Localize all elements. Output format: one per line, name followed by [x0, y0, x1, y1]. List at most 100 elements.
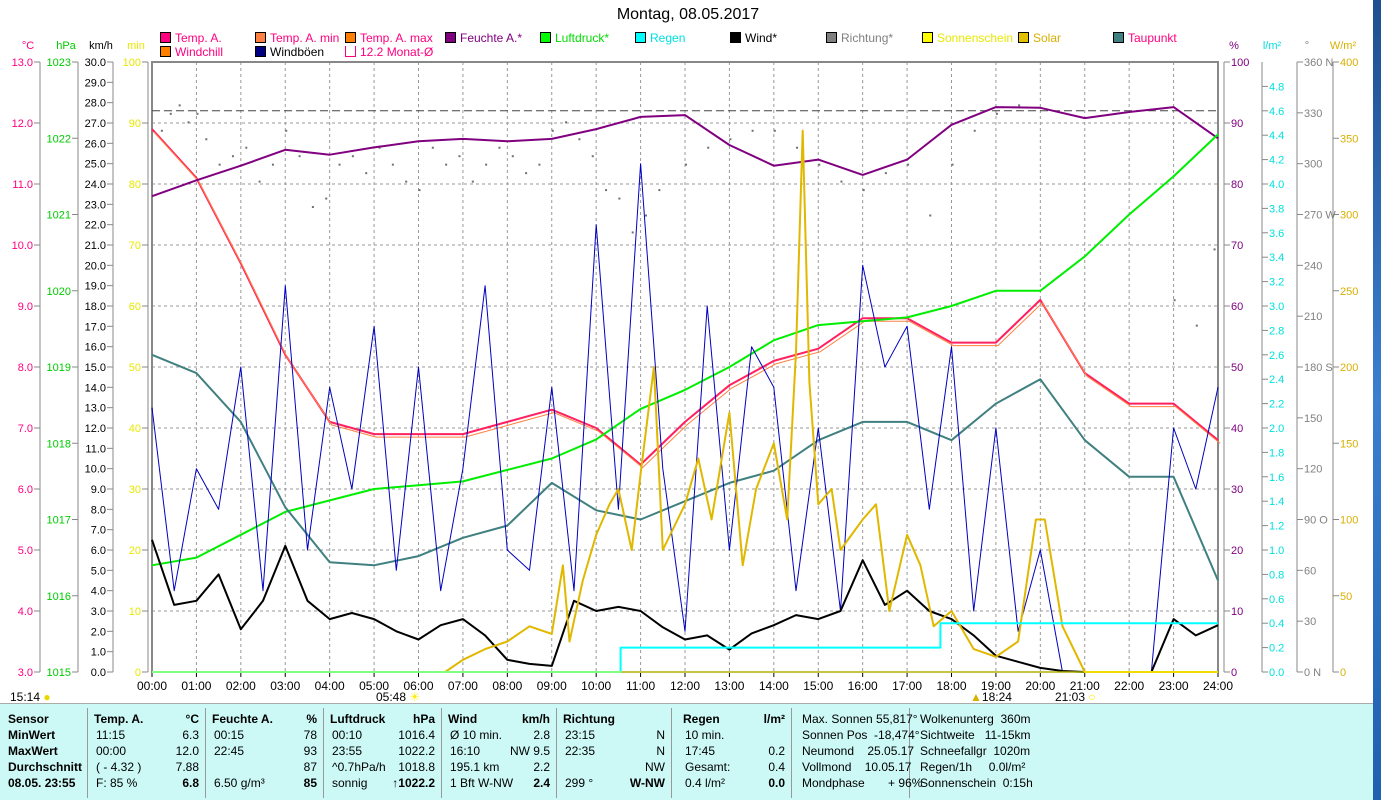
axis-tick-label-dir: 0 N	[1304, 667, 1321, 679]
direction-point	[325, 197, 328, 200]
legend-label: Wind*	[745, 31, 778, 45]
wind-row-label: 1 Bft W-NW	[450, 776, 514, 790]
axis-tick-label-wind: 5.0	[91, 565, 106, 577]
sunset-marker: ▲18:24	[970, 690, 1012, 704]
dir-header-label: Richtung	[563, 712, 615, 726]
axis-tick-label-wind: 15.0	[85, 362, 106, 374]
axis-tick-label-temp: 8.0	[18, 362, 33, 374]
axis-tick-label-rain: 3.2	[1269, 277, 1284, 289]
direction-point	[818, 163, 821, 166]
legend-item: Windchill	[160, 45, 223, 59]
temp-row-value: 6.8	[182, 776, 199, 790]
temp-row-value: 7.88	[175, 760, 199, 774]
axis-tick-label-dir: 60	[1304, 565, 1316, 577]
direction-point	[1018, 104, 1021, 107]
legend-item: Windböen	[255, 45, 324, 59]
legend-swatch	[345, 46, 356, 57]
press-header: Luftdruck hPa	[324, 712, 441, 728]
direction-point	[485, 163, 488, 166]
axis-tick-label-solar: 350	[1340, 133, 1358, 145]
temp-row: 11:15 6.3	[88, 728, 205, 744]
axis-tick-label-wind: 28.0	[85, 98, 106, 110]
press-row-label: sonnig	[332, 776, 368, 790]
press-row-value: ↑1022.2	[392, 776, 435, 790]
legend-item: 12.2 Monat-Ø	[345, 45, 433, 59]
rain-header-label: Regen	[683, 712, 720, 726]
x-tick-label: 10:00	[581, 679, 611, 693]
direction-point	[311, 206, 314, 209]
legend-label: Feuchte A.*	[460, 31, 523, 45]
wind-row-label: 195.1 km	[450, 760, 500, 774]
legend-swatch	[540, 32, 551, 43]
dir-row: NW	[557, 760, 671, 776]
series-solar	[152, 129, 1218, 673]
direction-point	[365, 172, 368, 175]
axis-tick-label-wind: 17.0	[85, 321, 106, 333]
axis-tick-label-rain: 3.6	[1269, 228, 1284, 240]
wind-header-label: Wind	[448, 712, 478, 726]
direction-point	[378, 146, 381, 149]
x-tick-label: 04:00	[315, 679, 345, 693]
axis-tick-label-dir: 150	[1304, 413, 1322, 425]
axis-tick-label-dir: 30	[1304, 616, 1316, 628]
temp-row: 00:00 12.0	[88, 744, 205, 760]
press-row: sonnig ↑1022.2	[324, 776, 441, 792]
axis-tick-label-dir: 210	[1304, 311, 1322, 323]
hum-row: 6.50 g/m³ 85	[206, 776, 323, 792]
wind-unit: km/h	[521, 712, 550, 726]
legend-label: Temp. A. min	[270, 31, 340, 45]
press-header-label: Luftdruck	[330, 712, 386, 726]
press-column: Luftdruck hPa 00:10 1016.4 23:55 1022.2 ^0.7hP…	[324, 708, 442, 798]
direction-point	[196, 112, 199, 115]
axis-tick-label-dir: 270 W	[1304, 210, 1336, 222]
axis-tick-label-hum: 40	[1231, 423, 1243, 435]
legend-swatch	[635, 32, 646, 43]
axis-tick-label-min: 80	[129, 179, 141, 191]
hum-row-value: 87	[303, 760, 317, 774]
legend-item: Temp. A. max	[345, 31, 433, 45]
direction-point	[1213, 248, 1216, 251]
axis-tick-label-wind: 6.0	[91, 545, 106, 557]
axis-tick-label-wind: 0.0	[91, 667, 106, 679]
axis-tick-label-dir: 300	[1304, 159, 1322, 171]
hum-header: Feuchte A.%	[206, 712, 323, 728]
x-tick-label: 13:00	[714, 679, 744, 693]
dir-row-label: 299 °	[565, 776, 594, 790]
legend-swatch	[255, 32, 266, 43]
direction-point	[525, 172, 528, 175]
legend-item: Temp. A.	[160, 31, 222, 45]
hum-column: Feuchte A.% 00:15 78 22:45 93 87 6.50 g/m³ 85	[206, 708, 324, 798]
axis-tick-label-press: 1016	[47, 591, 71, 603]
press-unit: hPa	[412, 712, 435, 726]
sensor-row-label: 08.05. 23:55	[8, 776, 76, 790]
dir-row: 23:15 N	[557, 728, 671, 744]
axis-tick-label-hum: 20	[1231, 545, 1243, 557]
axis-tick-label-rain: 4.2	[1269, 155, 1284, 167]
axis-tick-label-wind: 23.0	[85, 199, 106, 211]
sensor-row-label: Durchschnitt	[8, 760, 83, 774]
axis-tick-label-press: 1015	[47, 667, 71, 679]
direction-point	[298, 155, 301, 158]
axis-tick-label-wind: 27.0	[85, 118, 106, 130]
axis-tick-label-wind: 9.0	[91, 484, 106, 496]
direction-point	[538, 163, 541, 166]
axis-tick-label-press: 1017	[47, 515, 71, 527]
series-temp-min-max	[153, 131, 1221, 469]
axis-tick-label-temp: 5.0	[18, 545, 33, 557]
legend-label: Regen	[650, 31, 686, 45]
legend-item: Sonnenschein	[922, 31, 1013, 45]
x-tick-label: 05:00	[359, 679, 389, 693]
direction-point	[471, 180, 474, 183]
axis-tick-label-solar: 0	[1340, 667, 1346, 679]
moon-label: 21:03	[1055, 690, 1086, 704]
dir-row: 22:35 N	[557, 744, 671, 760]
direction-point	[405, 180, 408, 183]
sun-icon: ●	[43, 690, 51, 704]
direction-point	[205, 138, 208, 141]
axis-tick-label-press: 1020	[47, 286, 71, 298]
axis-tick-label-wind: 10.0	[85, 464, 106, 476]
axis-tick-label-rain: 2.6	[1269, 350, 1284, 362]
axis-tick-label-solar: 150	[1340, 438, 1358, 450]
axis-tick-label-rain: 4.0	[1269, 179, 1284, 191]
axis-tick-label-rain: 1.2	[1269, 521, 1284, 533]
